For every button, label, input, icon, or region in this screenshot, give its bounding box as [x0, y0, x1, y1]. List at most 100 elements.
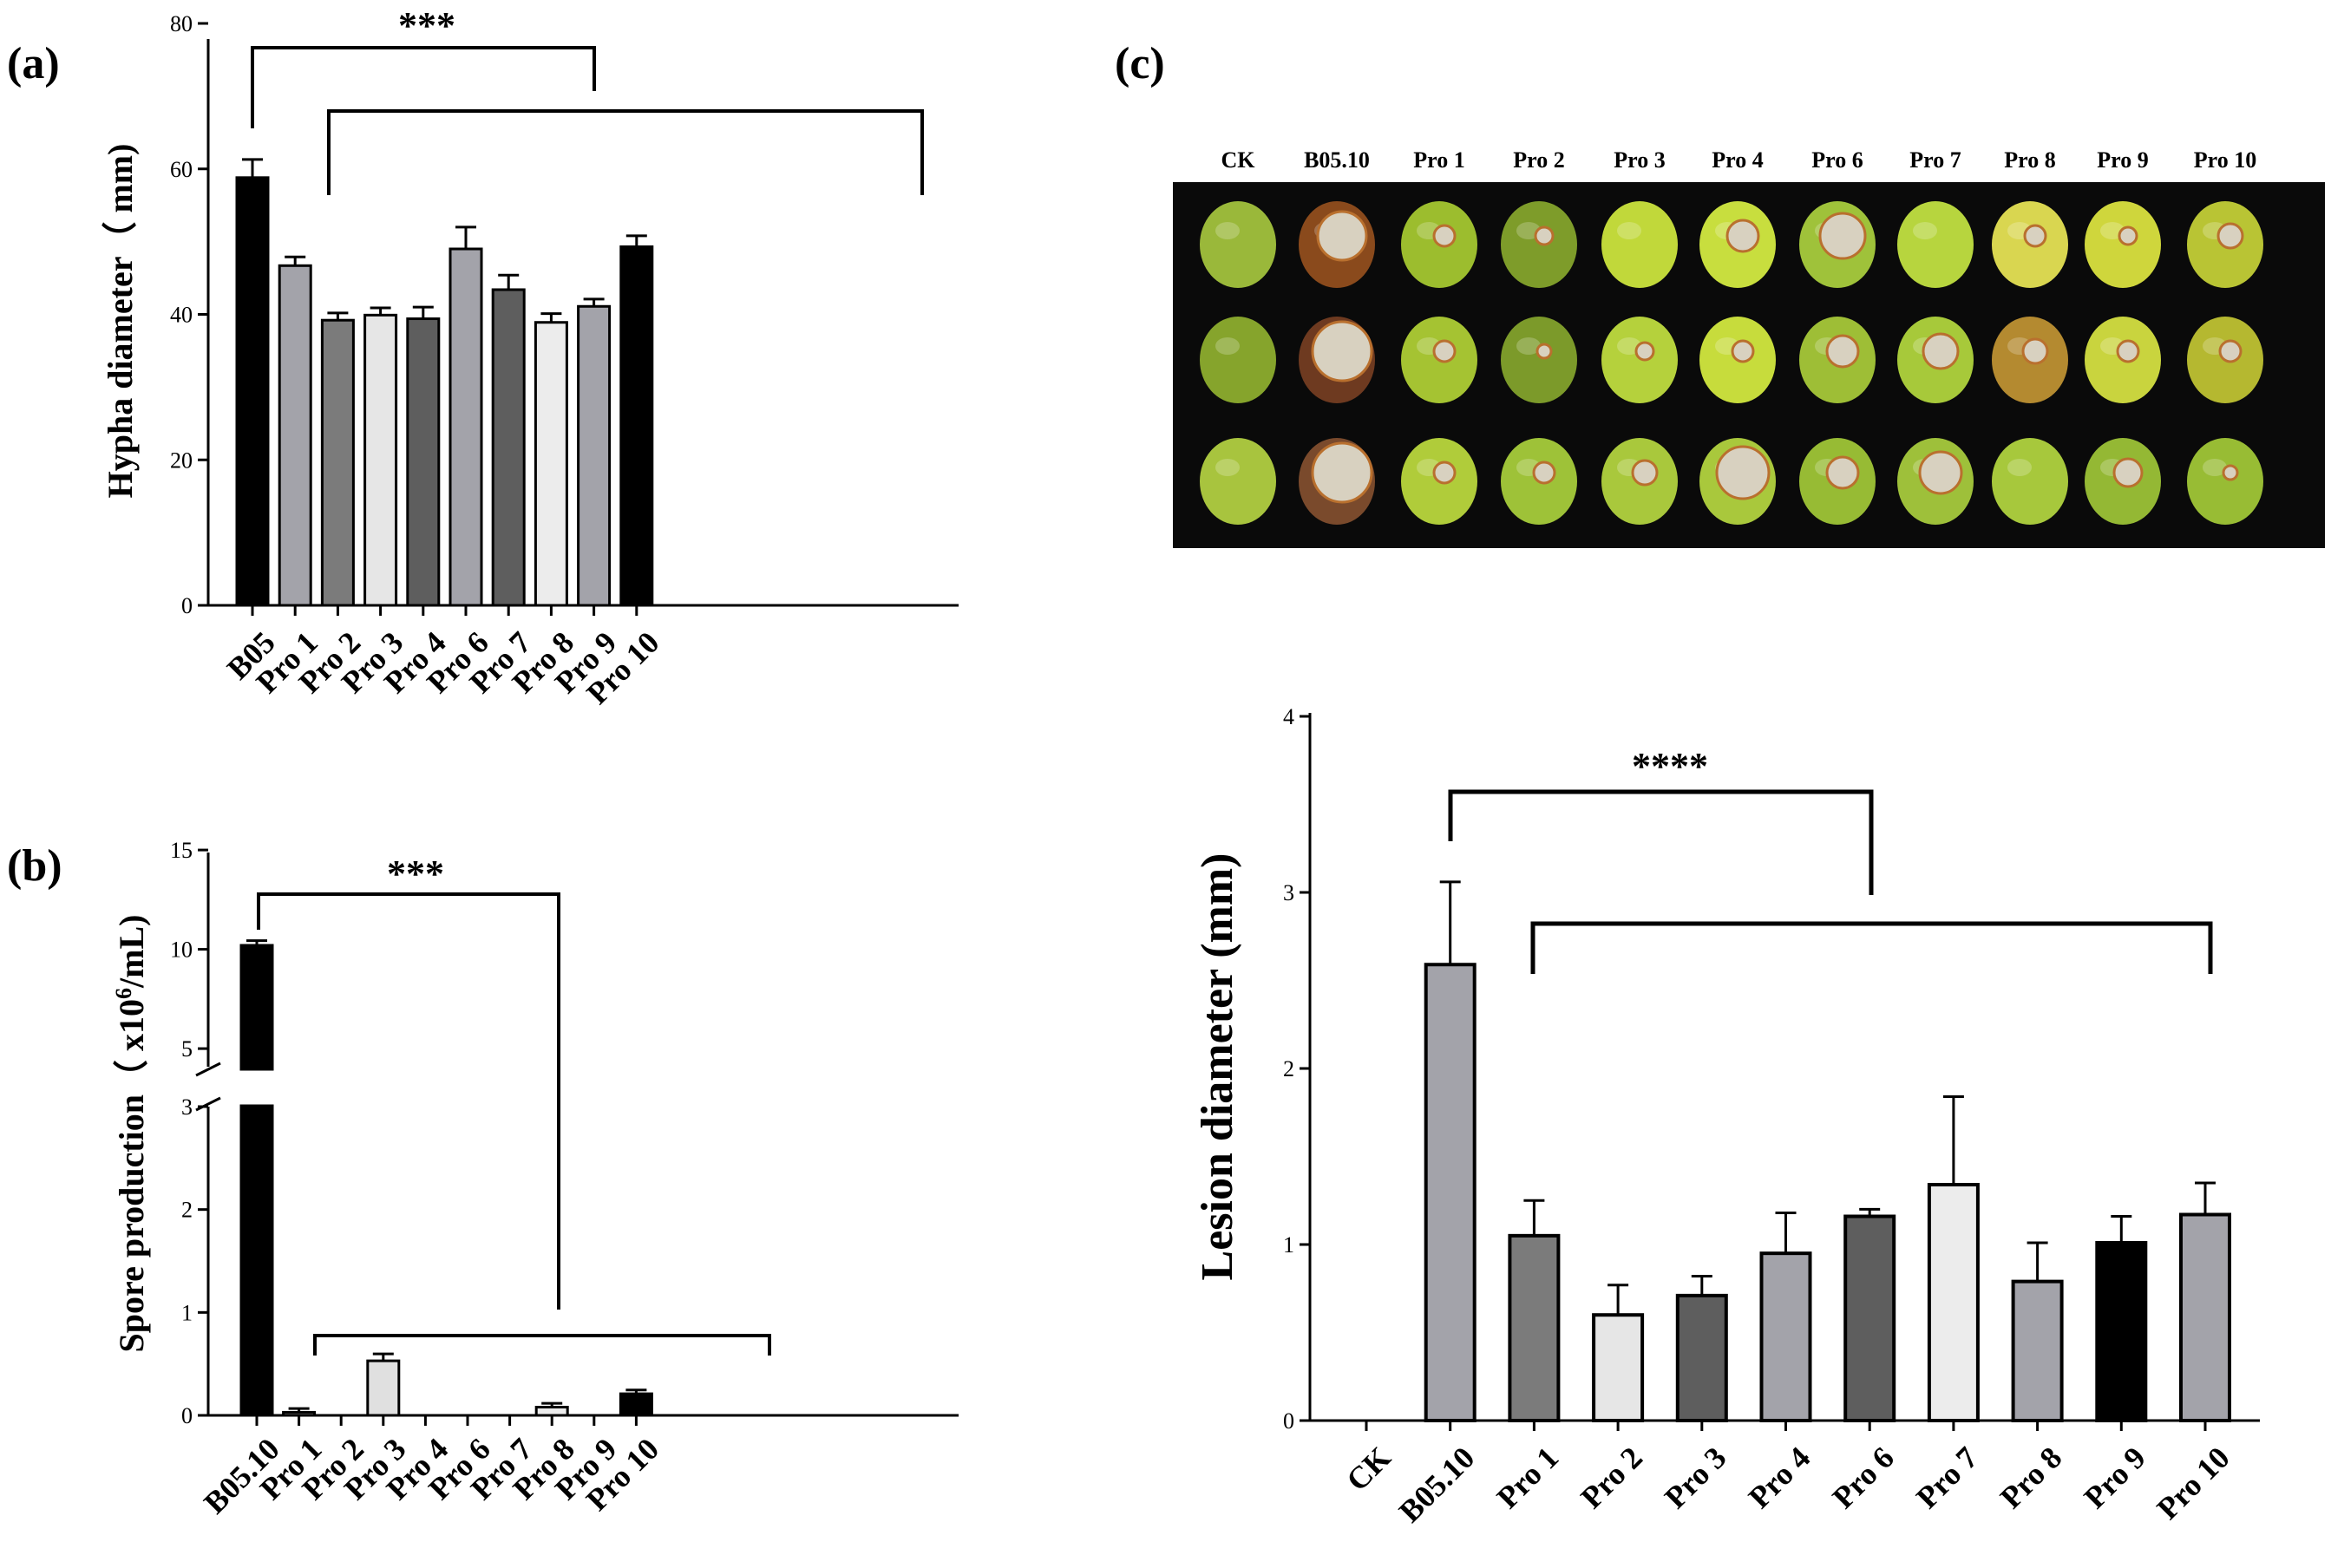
- fruit-highlight: [2203, 459, 2227, 476]
- chart-b-star-label: ***: [387, 853, 444, 895]
- fruit-lesion: [2216, 222, 2244, 250]
- fruit-lesion: [1818, 212, 1867, 260]
- photo-column-label: CK: [1221, 147, 1256, 173]
- chart-b-bar: [366, 1359, 401, 1417]
- chart-c-xtick-label: Pro 8: [1994, 1440, 2068, 1514]
- photo-column-label: Pro 7: [1909, 147, 1961, 173]
- fruit-lesion: [1725, 219, 1760, 253]
- chart-b-ytick-label: 2: [181, 1198, 193, 1223]
- chart-c-star-label: ****: [1632, 745, 1708, 787]
- chart-b-bar: [282, 1410, 317, 1417]
- chart-a-bar: [363, 313, 398, 607]
- panel-label-b: (b): [7, 841, 62, 891]
- chart-b-ytick-label: 5: [181, 1036, 193, 1062]
- photo-column-label: Pro 1: [1413, 147, 1464, 173]
- chart-a-bar: [278, 264, 312, 607]
- chart-a-bracket-1: [251, 46, 596, 128]
- chart-c-bracket-1: [1448, 789, 1874, 895]
- photo-column-label: Pro 2: [1513, 147, 1564, 173]
- fruit-lesion: [1311, 441, 1373, 504]
- chart-b-significance: ***: [257, 853, 771, 1356]
- chart-c-xtick-label: Pro 2: [1574, 1440, 1648, 1514]
- fruit-lesion: [1731, 339, 1755, 363]
- fruit-lesion: [2218, 339, 2243, 363]
- fruit-lesion: [1918, 450, 1963, 495]
- chart-a-bar: [235, 176, 270, 607]
- chart-b-ylabel-main: Spore production（ x10: [112, 999, 151, 1352]
- chart-a-ytick-label: 80: [170, 11, 193, 36]
- fruit-lesion: [2116, 339, 2140, 363]
- chart-b-ytick-label: 15: [170, 838, 193, 863]
- chart-c-bar: [1508, 1233, 1561, 1422]
- chart-c-ytick-label: 3: [1283, 880, 1294, 905]
- fruit-lesion: [1825, 455, 1860, 490]
- fruit-lesion: [1631, 459, 1659, 487]
- chart-a-bar: [320, 318, 355, 607]
- fruit-highlight: [1913, 222, 1937, 239]
- chart-a-ytick-label: 60: [170, 157, 193, 182]
- chart-c-bar: [2179, 1212, 2231, 1422]
- fruit-lesion: [1532, 461, 1556, 485]
- fruit-lesion: [2222, 464, 2239, 481]
- chart-c-ytick-label: 4: [1283, 704, 1294, 729]
- chart-a-ytick-label: 40: [170, 303, 193, 328]
- chart-a-ylabel: Hypha diameter（ mm): [101, 144, 140, 499]
- chart-a-bar: [534, 321, 568, 607]
- chart-b-ylabel: Spore production（ x106/mL): [111, 915, 152, 1353]
- chart-b-bracket-1: [257, 892, 560, 1310]
- chart-b-bar: [534, 1406, 569, 1417]
- chart-b-ytick-label: 10: [170, 938, 193, 963]
- fruit-sample: [2085, 201, 2161, 288]
- chart-a-bar: [619, 245, 654, 607]
- photo-column-label: Pro 4: [1712, 147, 1763, 173]
- chart-c-xtick-label: Pro 9: [2078, 1440, 2152, 1514]
- photo-column-label: Pro 6: [1811, 147, 1863, 173]
- chart-b-bar-lower: [239, 1104, 274, 1417]
- chart-a-bracket-2: [327, 109, 924, 195]
- chart-c-xtick-label: Pro 10: [2151, 1440, 2236, 1526]
- fruit-sample: [2187, 438, 2263, 525]
- chart-b-ylabel-sup: 6: [111, 988, 136, 999]
- chart-b-bracket-2: [313, 1334, 771, 1356]
- chart-b-axis-break-1: [195, 1062, 221, 1077]
- chart-c-ytick-label: 0: [1283, 1408, 1294, 1434]
- photo-column-label: Pro 8: [2004, 147, 2055, 173]
- chart-b-ylabel-tail: /mL): [112, 915, 151, 989]
- chart-b-ytick-label: 3: [181, 1094, 193, 1120]
- chart-a-bar: [449, 247, 483, 607]
- chart-c-bar: [1424, 963, 1477, 1422]
- chart-b-bar: [239, 944, 274, 1071]
- fruit-highlight: [1215, 222, 1240, 239]
- fruit-sample: [1200, 201, 1276, 288]
- fruit-lesion: [1316, 210, 1368, 262]
- photo-column-label: B05.10: [1304, 147, 1370, 173]
- chart-c-ytick-label: 2: [1283, 1056, 1294, 1081]
- chart-a-ytick-label: 0: [181, 593, 193, 618]
- photo-column-label: Pro 9: [2097, 147, 2148, 173]
- fruit-lesion: [1432, 461, 1457, 485]
- chart-a-ytick-label: 20: [170, 448, 193, 473]
- chart-c-bar: [1675, 1293, 1728, 1422]
- chart-c-bar: [1592, 1313, 1645, 1422]
- chart-c-xtick-label: CK: [1339, 1440, 1397, 1497]
- chart-b-ytick-label: 1: [181, 1300, 193, 1325]
- fruit-sample: [1200, 438, 1276, 525]
- fruit-sample: [1601, 317, 1678, 403]
- fruit-lesion: [2021, 337, 2049, 365]
- chart-c-xtick-label: Pro 1: [1490, 1440, 1565, 1514]
- chart-a-bar: [491, 288, 526, 607]
- chart-c-bar: [2095, 1240, 2148, 1422]
- fruit-lesion: [2118, 225, 2138, 246]
- fruit-sample: [1601, 201, 1678, 288]
- panel-label-c: (c): [1115, 39, 1165, 88]
- fruit-lesion: [1922, 332, 1960, 370]
- chart-c-bar: [2011, 1279, 2064, 1422]
- chart-a-bar: [577, 304, 612, 607]
- chart-a-bar: [406, 317, 441, 607]
- fruit-sample: [1501, 201, 1577, 288]
- chart-c-bar: [1927, 1182, 1980, 1422]
- fruit-highlight: [1617, 222, 1641, 239]
